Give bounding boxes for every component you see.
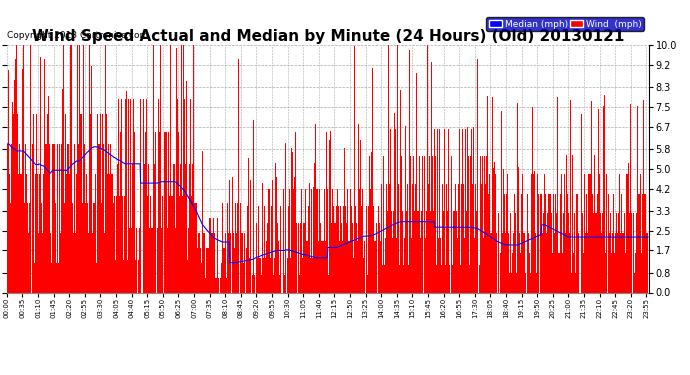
Title: Wind Speed Actual and Median by Minute (24 Hours) (Old) 20130121: Wind Speed Actual and Median by Minute (… [32,29,624,44]
Legend: Median (mph), Wind  (mph): Median (mph), Wind (mph) [486,17,644,31]
Text: Copyright 2013 Cartronics.com: Copyright 2013 Cartronics.com [7,31,148,40]
